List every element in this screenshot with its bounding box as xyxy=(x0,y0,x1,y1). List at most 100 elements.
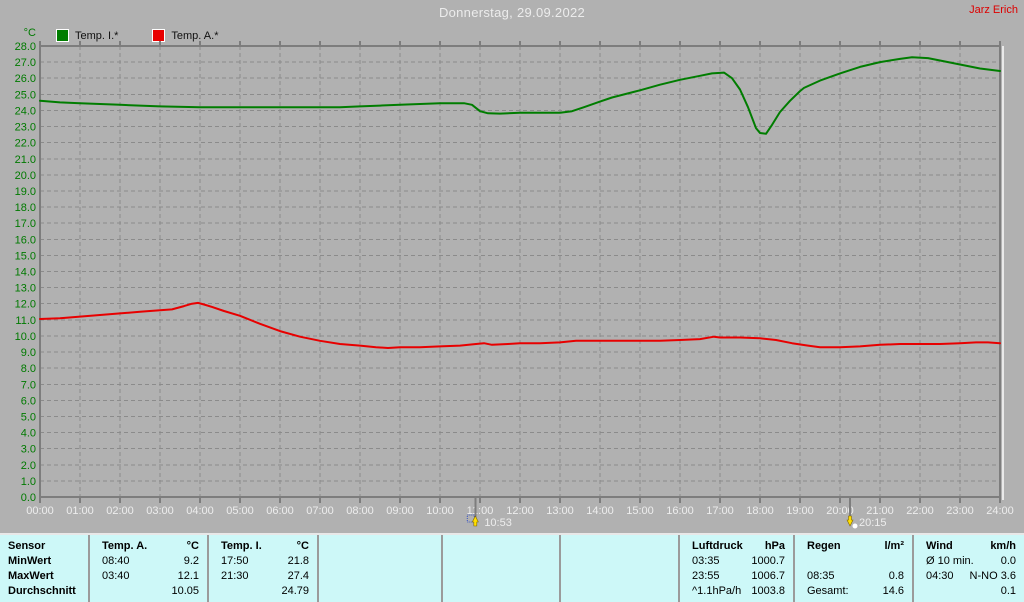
cell-time: 17:50 xyxy=(221,555,249,567)
x-axis-label: 09:00 xyxy=(386,505,414,517)
x-axis-label: 17:00 xyxy=(706,505,734,517)
legend-item-temp-i: Temp. I.* xyxy=(56,29,118,42)
column-unit: °C xyxy=(186,540,199,552)
y-axis-label: 19.0 xyxy=(15,186,36,198)
y-axis-label: 21.0 xyxy=(15,154,36,166)
table-row xyxy=(319,539,441,554)
cell-time xyxy=(922,584,926,599)
column-unit: km/h xyxy=(990,540,1016,552)
cell-value: 14.6 xyxy=(882,585,904,597)
y-axis-label: 1.0 xyxy=(21,476,36,488)
cell-time: Ø 10 min. xyxy=(926,555,974,567)
table-row: ^1.1hPa/h 1003.8 xyxy=(680,584,793,599)
x-axis-label: 23:00 xyxy=(946,505,974,517)
cell-value: 10.05 xyxy=(171,585,199,597)
table-row: Temp. A. °C xyxy=(90,539,207,554)
column-unit: hPa xyxy=(764,540,785,552)
row-label-durchschnitt: Durchschnitt xyxy=(8,585,76,597)
cell-value: 21.8 xyxy=(287,555,309,567)
table-row: 03:35 1000.7 xyxy=(680,554,793,569)
x-axis-label: 10:00 xyxy=(426,505,454,517)
y-axis-label: 14.0 xyxy=(15,267,36,279)
cell-time xyxy=(569,584,573,599)
x-axis-label: 00:00 xyxy=(26,505,54,517)
cell-time xyxy=(327,584,331,599)
table-row: 08:35 0.8 xyxy=(795,569,912,584)
marker-up-arrow-icon xyxy=(471,515,479,527)
y-axis-label: 24.0 xyxy=(15,105,36,117)
cell-value: 9.2 xyxy=(183,555,199,567)
column-header xyxy=(451,539,455,554)
cell-time: 04:30 xyxy=(926,570,954,582)
y-axis-label: 22.0 xyxy=(15,138,36,150)
y-axis-label: 5.0 xyxy=(21,411,36,423)
table-row xyxy=(443,554,559,569)
stats-column-empty-3 xyxy=(441,535,559,602)
x-axis-label: 22:00 xyxy=(906,505,934,517)
y-axis-label: 7.0 xyxy=(21,379,36,391)
table-row: 10.05 xyxy=(90,584,207,599)
chart-legend: Temp. I.* Temp. A.* xyxy=(56,29,252,42)
cell-value: 1006.7 xyxy=(751,570,785,582)
cell-value: 1003.8 xyxy=(751,585,785,597)
table-row xyxy=(443,584,559,599)
marker-time-label: 20:15 xyxy=(859,517,887,529)
marker-down-arrow-icon xyxy=(846,515,854,527)
cell-value: 24.79 xyxy=(281,585,309,597)
cell-time: 03:40 xyxy=(102,570,130,582)
table-row xyxy=(443,539,559,554)
column-unit: l/m² xyxy=(884,540,904,552)
y-axis-label: 17.0 xyxy=(15,218,36,230)
stats-column-empty-4 xyxy=(559,535,678,602)
y-axis-label: 6.0 xyxy=(21,395,36,407)
cell-time: 08:40 xyxy=(102,555,130,567)
stats-column-empty-2 xyxy=(317,535,441,602)
table-row: 0.1 xyxy=(914,584,1024,599)
x-axis-label: 15:00 xyxy=(626,505,654,517)
stats-column-luftdruck: Luftdruck hPa 03:35 1000.7 23:55 1006.7 ^1.1hP… xyxy=(678,535,793,602)
x-axis-label: 07:00 xyxy=(306,505,334,517)
cell-time xyxy=(569,569,573,584)
cell-time: Gesamt: xyxy=(807,585,849,597)
cell-time xyxy=(451,584,455,599)
y-axis-label: 2.0 xyxy=(21,460,36,472)
cell-value: 0.8 xyxy=(888,570,904,582)
table-row: 23:55 1006.7 xyxy=(680,569,793,584)
x-axis-label: 13:00 xyxy=(546,505,574,517)
marker-down-dot-icon xyxy=(852,523,858,529)
x-axis-label: 21:00 xyxy=(866,505,894,517)
x-axis-label: 24:00 xyxy=(986,505,1014,517)
legend-item-temp-a: Temp. A.* xyxy=(152,29,218,42)
y-axis-label: 28.0 xyxy=(15,41,36,53)
series-line-temp-a- xyxy=(39,301,1001,349)
table-row xyxy=(561,554,678,569)
cell-value: 0.0 xyxy=(1000,555,1016,567)
column-unit: °C xyxy=(296,540,309,552)
cell-time xyxy=(803,554,807,569)
stats-column-regen: Regen l/m² 08:35 0.8 Gesamt: 14.6 xyxy=(793,535,912,602)
table-row xyxy=(561,569,678,584)
table-row xyxy=(319,584,441,599)
table-row xyxy=(795,554,912,569)
stats-column-temp-a-: Temp. A. °C 08:40 9.2 03:40 12.1 10.05 xyxy=(88,535,207,602)
cell-time xyxy=(569,554,573,569)
y-axis-label: 26.0 xyxy=(15,73,36,85)
legend-label-temp-a: Temp. A.* xyxy=(171,29,219,42)
y-axis-label: 27.0 xyxy=(15,57,36,69)
stats-table: Sensor MinWert MaxWert Durchschnitt Temp… xyxy=(0,533,1024,602)
table-row: 24.79 xyxy=(209,584,317,599)
y-axis-label: 8.0 xyxy=(21,363,36,375)
cell-value: 0.1 xyxy=(1000,585,1016,597)
y-axis-label: 3.0 xyxy=(21,444,36,456)
x-axis-label: 20:00 xyxy=(826,505,854,517)
cell-time xyxy=(327,569,331,584)
table-row xyxy=(319,554,441,569)
station-owner-name: Jarz Erich xyxy=(969,4,1018,16)
cell-time: 21:30 xyxy=(221,570,249,582)
table-row: 04:30 N-NO 3.6 xyxy=(914,569,1024,584)
y-axis-label: 23.0 xyxy=(15,122,36,134)
temp-a-swatch-icon xyxy=(152,29,166,42)
series-line-temp-i- xyxy=(39,56,1001,135)
y-axis-label: 0.0 xyxy=(21,492,36,504)
x-axis-label: 06:00 xyxy=(266,505,294,517)
